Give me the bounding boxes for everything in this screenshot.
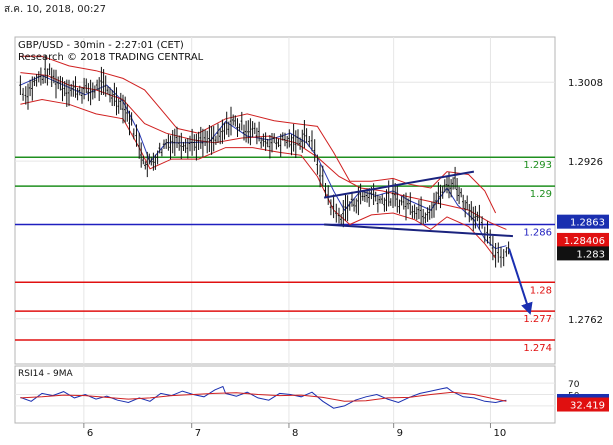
level-label-1.286: 1.286 (523, 228, 552, 239)
y-tick-label: 1.2762 (568, 315, 603, 326)
level-label-1.29: 1.29 (530, 189, 552, 200)
rsi-title: RSI14 - 9MA (18, 369, 74, 379)
rsi-tick-label: 70 (568, 380, 580, 390)
level-label-1.293: 1.293 (523, 160, 552, 171)
price-box-label: 1.28406 (564, 236, 605, 247)
forecast-arrow (508, 248, 533, 315)
price-box (557, 232, 609, 247)
trendline-2 (324, 223, 513, 238)
price-box (557, 246, 609, 261)
chart-title: GBP/USD - 30min - 2:27:01 (CET) (18, 40, 184, 51)
x-tick-label: 8 (292, 428, 298, 439)
bollinger-upper (20, 55, 497, 214)
y-tick-label: 1.2926 (568, 157, 603, 168)
rsi-box-label: 32.419 (570, 401, 605, 412)
date-label: ส.ค. 10, 2018, 00:27 (4, 4, 107, 15)
level-label-1.28: 1.28 (530, 285, 552, 296)
chart-subtitle: Research © 2018 TRADING CENTRAL (18, 52, 204, 63)
main-plot-area (14, 36, 556, 365)
price-box-label: 1.2863 (570, 218, 605, 229)
y-tick-label: 1.3008 (568, 78, 603, 89)
x-tick-label: 7 (195, 428, 201, 439)
price-box-label: 1.283 (576, 249, 605, 260)
price-box (557, 214, 609, 229)
level-label-1.277: 1.277 (523, 314, 552, 325)
x-tick-label: 9 (397, 428, 403, 439)
x-tick-label: 6 (87, 428, 93, 439)
level-label-1.274: 1.274 (523, 343, 552, 354)
rsi-ma-line (20, 391, 507, 402)
rsi-line (20, 385, 507, 409)
trendline-1 (323, 170, 475, 199)
rsi-box (557, 397, 609, 412)
x-tick-label: 10 (493, 428, 506, 439)
bollinger-lower (20, 98, 496, 259)
